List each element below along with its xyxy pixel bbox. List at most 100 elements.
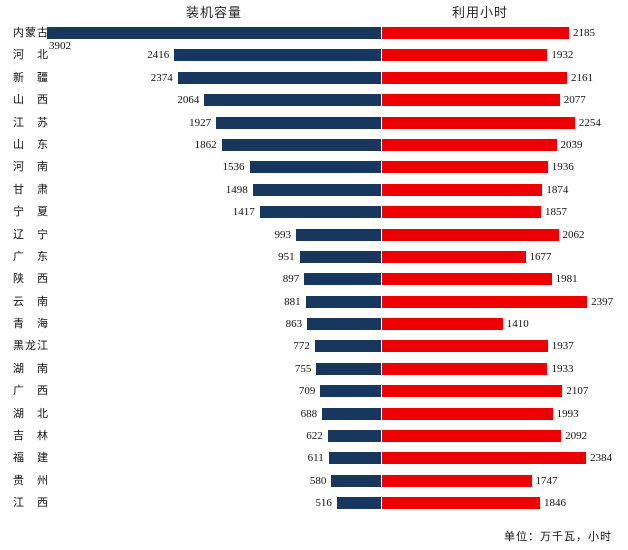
hours-bar [382, 116, 575, 129]
hours-value: 2161 [570, 71, 593, 84]
chart-row: 河南 1536 1936 [0, 156, 628, 178]
capacity-value: 755 [294, 362, 312, 375]
hours-panel: 1937 [382, 335, 626, 357]
hours-panel: 2254 [382, 112, 626, 134]
capacity-value: 897 [282, 273, 300, 286]
capacity-bar [304, 273, 381, 286]
chart-row: 新疆 2374 2161 [0, 67, 628, 89]
chart-row: 黑龙江 772 1937 [0, 335, 628, 357]
capacity-value: 1417 [232, 206, 255, 219]
hours-value: 1410 [506, 318, 529, 331]
capacity-value: 993 [274, 228, 292, 241]
hours-panel: 2185 [382, 22, 626, 44]
hours-value: 2185 [573, 27, 596, 39]
hours-bar [382, 385, 563, 398]
hours-panel: 2062 [382, 224, 626, 246]
category-label: 贵州 [13, 474, 48, 487]
hours-bar [382, 71, 567, 84]
capacity-value: 1862 [194, 138, 217, 151]
hours-bar [382, 138, 557, 151]
category-label: 新疆 [13, 71, 48, 84]
capacity-panel: 3902 [47, 22, 381, 52]
hours-value: 2062 [562, 228, 585, 241]
capacity-panel: 1927 [47, 112, 381, 134]
hours-value: 1747 [535, 474, 558, 487]
hours-value: 2397 [591, 295, 614, 308]
capacity-bar [249, 161, 381, 174]
capacity-value: 881 [284, 295, 301, 308]
hours-bar [382, 340, 548, 353]
capacity-value: 2374 [150, 71, 173, 84]
capacity-bar [336, 497, 381, 510]
hours-panel: 2092 [382, 425, 626, 447]
capacity-value: 709 [298, 385, 316, 398]
hours-panel: 1410 [382, 313, 626, 335]
hours-bar [382, 273, 552, 286]
capacity-bar [259, 206, 381, 219]
capacity-panel: 772 [47, 335, 381, 357]
hours-panel: 2397 [382, 291, 626, 313]
capacity-bar [320, 385, 381, 398]
right-axis-title: 利用小时 [451, 5, 508, 20]
hours-panel: 1981 [382, 268, 626, 290]
capacity-value: 1498 [225, 183, 248, 196]
chart-row: 内蒙古 3902 2185 [0, 22, 628, 52]
capacity-panel: 897 [47, 268, 381, 290]
hours-panel: 1936 [382, 156, 626, 178]
capacity-bar [177, 71, 381, 84]
chart-row: 宁夏 1417 1857 [0, 201, 628, 223]
capacity-panel: 1862 [47, 134, 381, 156]
category-label: 青海 [13, 318, 48, 331]
hours-value: 1936 [551, 161, 574, 174]
hours-bar [382, 295, 588, 308]
chart-row: 吉林 622 2092 [0, 425, 628, 447]
capacity-value: 688 [300, 407, 318, 420]
chart-row: 山东 1862 2039 [0, 134, 628, 156]
hours-value: 1846 [544, 497, 566, 510]
chart-row: 青海 863 1410 [0, 313, 628, 335]
category-label: 江苏 [13, 116, 48, 129]
category-label: 甘肃 [13, 183, 48, 196]
category-label: 山东 [13, 138, 48, 151]
capacity-value: 516 [315, 497, 332, 510]
capacity-panel: 622 [47, 425, 381, 447]
hours-bar [382, 250, 526, 263]
capacity-bar [331, 474, 381, 487]
capacity-bar [252, 183, 381, 196]
capacity-panel: 2374 [47, 67, 381, 89]
hours-panel: 1932 [382, 44, 626, 66]
hours-value: 1874 [546, 183, 569, 196]
hours-panel: 1747 [382, 470, 626, 492]
capacity-panel: 755 [47, 358, 381, 380]
hours-bar [382, 452, 587, 465]
capacity-panel: 1536 [47, 156, 381, 178]
hours-panel: 1874 [382, 179, 626, 201]
chart-row: 甘肃 1498 1874 [0, 179, 628, 201]
hours-bar [382, 183, 543, 196]
hours-bar [382, 407, 553, 420]
hours-value: 2254 [578, 116, 601, 129]
hours-panel: 2077 [382, 89, 626, 111]
capacity-value: 622 [306, 430, 323, 443]
capacity-bar [328, 452, 381, 465]
capacity-bar [316, 362, 381, 375]
capacity-panel: 2064 [47, 89, 381, 111]
hours-panel: 1933 [382, 358, 626, 380]
capacity-value: 1927 [189, 116, 212, 129]
hours-bar [382, 206, 541, 219]
capacity-bar [305, 295, 381, 308]
hours-value: 2107 [566, 385, 589, 398]
hours-bar [382, 49, 548, 62]
hours-value: 1981 [555, 273, 578, 286]
chart-row: 山西 2064 2077 [0, 89, 628, 111]
hours-value: 1857 [544, 206, 567, 219]
category-label: 福建 [13, 452, 48, 465]
capacity-bar [204, 94, 381, 107]
left-axis-title: 装机容量 [185, 5, 242, 20]
category-label: 广东 [13, 250, 48, 263]
hours-bar [382, 318, 503, 331]
unit-note: 单位：万千瓦，小时 [504, 531, 612, 543]
capacity-bar [314, 340, 381, 353]
capacity-bar [307, 318, 381, 331]
